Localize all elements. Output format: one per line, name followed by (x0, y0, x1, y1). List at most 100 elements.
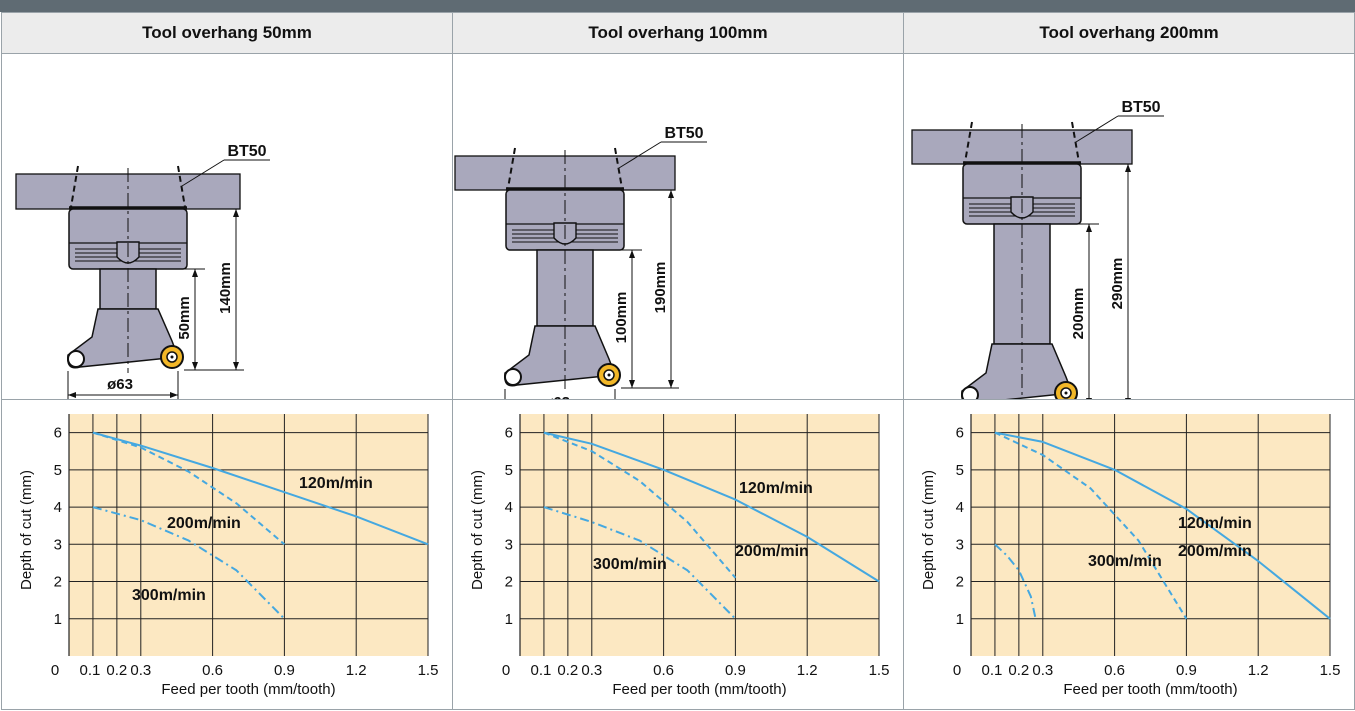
y-tick-label: 4 (956, 499, 964, 516)
holder-label: BT50 (227, 143, 266, 160)
x-tick-label: 0.9 (274, 662, 295, 679)
x-tick-label: 0.3 (130, 662, 151, 679)
x-tick-label: 1.2 (346, 662, 367, 679)
chart-cell-100: 0 0.1 0.2 0.3 0.6 0.9 1.2 1.5 1 2 3 4 5 6 Feed per too… (452, 399, 904, 710)
y-tick-label: 6 (505, 425, 513, 442)
series-label: 120m/min (1178, 515, 1252, 532)
taper-line-left (963, 121, 973, 169)
taper-line-right (614, 147, 624, 195)
insert-back-icon (504, 368, 522, 386)
holder-callout-leader (1075, 115, 1119, 143)
x-tick-label: 1.5 (1320, 662, 1341, 679)
tool-diagram-100: ø63 100mm 190mm BT50 (454, 125, 707, 399)
x-axis-title: Feed per tooth (mm/tooth) (612, 681, 786, 698)
x-tick-label: 0.2 (1008, 662, 1029, 679)
y-tick-label: 6 (956, 425, 964, 442)
series-line-120m-per-min (543, 431, 880, 583)
holder-callout-leader (181, 159, 225, 187)
diagram-cell-100: ø63 100mm 190mm BT50 (452, 53, 904, 400)
holder-label: BT50 (1121, 99, 1160, 116)
x-tick-label: 1.2 (797, 662, 818, 679)
tool-diagram-200: ø63200mm290mmBT50 (911, 99, 1164, 399)
overhang-table: Tool overhang 50mm Tool overhang 100mm T… (1, 12, 1355, 710)
plot-area (971, 414, 1330, 656)
y-tick-label: 2 (505, 574, 513, 591)
diagram-cell-50: ø63 50mm 140mm BT50 (1, 53, 453, 400)
chart-overhang-100: 0 0.1 0.2 0.3 0.6 0.9 1.2 1.5 1 2 3 4 5 6 Feed per too… (469, 414, 890, 698)
y-tick-label: 5 (505, 462, 513, 479)
y-tick-label: 3 (54, 536, 62, 553)
insert-back-icon (961, 386, 979, 399)
y-tick-label: 4 (54, 499, 62, 516)
chart-cell-50: 0 0.1 0.2 0.3 0.6 0.9 1.2 1.5 1 2 3 4 5 6 Feed per too… (1, 399, 453, 710)
insert-screw-center (607, 373, 611, 377)
y-tick-label: 3 (505, 536, 513, 553)
insert-screw-center (1064, 391, 1068, 395)
y-tick-label: 4 (505, 499, 513, 516)
chart-cell-200: 0 0.1 0.2 0.3 0.6 0.9 1.2 1.5 1 2 3 4 5 6 Feed per too… (903, 399, 1355, 710)
x-tick-label: 0.3 (581, 662, 602, 679)
x-tick-label: 1.2 (1248, 662, 1269, 679)
holder-callout-leader (618, 141, 662, 169)
overhang-label: 100mm (613, 292, 630, 344)
x-tick-label: 0.9 (725, 662, 746, 679)
insert-back-icon (67, 350, 85, 368)
tool-diagram-50: ø63 50mm 140mm BT50 (15, 143, 270, 399)
y-tick-label: 2 (956, 574, 964, 591)
top-bar (0, 0, 1355, 12)
overhang-label: 200mm (1070, 288, 1087, 340)
taper-line-left (69, 165, 79, 214)
taper-line-right (1071, 121, 1081, 169)
x-axis-title: Feed per tooth (mm/tooth) (1063, 681, 1237, 698)
x-tick-label: 0 (51, 662, 59, 679)
y-tick-label: 5 (956, 462, 964, 479)
series-line-120m-per-min (994, 431, 1331, 620)
y-tick-label: 1 (505, 611, 513, 628)
x-tick-label: 0.2 (106, 662, 127, 679)
series-line-200m-per-min (543, 431, 737, 579)
x-tick-label: 1.5 (869, 662, 890, 679)
y-axis-title: Depth of cut (mm) (920, 470, 937, 590)
taper-line-right (177, 165, 187, 214)
total-length-label: 140mm (217, 262, 234, 314)
holder-label: BT50 (664, 125, 703, 142)
x-tick-label: 0.6 (653, 662, 674, 679)
series-line-300m-per-min (92, 506, 286, 620)
diameter-label: ø63 (107, 376, 133, 393)
diagram-row: ø63 50mm 140mm BT50 ø63 100mm 190mm BT50 ø63 20… (1, 53, 1355, 400)
header-overhang-50: Tool overhang 50mm (1, 12, 453, 54)
series-label: 200m/min (167, 515, 241, 532)
y-tick-label: 1 (54, 611, 62, 628)
series-label: 300m/min (593, 556, 667, 573)
y-tick-label: 6 (54, 425, 62, 442)
diameter-label: ø63 (544, 394, 570, 399)
x-tick-label: 0.1 (80, 662, 101, 679)
series-label: 300m/min (1088, 553, 1162, 570)
taper-line-left (506, 147, 516, 195)
plot-area (520, 414, 879, 656)
y-tick-label: 3 (956, 536, 964, 553)
x-tick-label: 0.1 (982, 662, 1003, 679)
y-tick-label: 2 (54, 574, 62, 591)
plot-area (69, 414, 428, 656)
x-tick-label: 0.9 (1176, 662, 1197, 679)
series-label: 120m/min (739, 480, 813, 497)
series-line-300m-per-min (543, 506, 737, 620)
diagram-cell-200: ø63200mm290mmBT50 (903, 53, 1355, 400)
series-line-120m-per-min (92, 431, 429, 546)
x-tick-label: 0.3 (1032, 662, 1053, 679)
insert-screw-center (170, 355, 174, 359)
y-tick-label: 1 (956, 611, 964, 628)
chart-overhang-50: 0 0.1 0.2 0.3 0.6 0.9 1.2 1.5 1 2 3 4 5 6 Feed per too… (18, 414, 438, 698)
header-overhang-100: Tool overhang 100mm (452, 12, 904, 54)
y-tick-label: 5 (54, 462, 62, 479)
x-axis-title: Feed per tooth (mm/tooth) (161, 681, 335, 698)
series-label: 300m/min (132, 587, 206, 604)
x-tick-label: 0.6 (202, 662, 223, 679)
series-label: 120m/min (299, 475, 373, 492)
x-tick-label: 0.1 (531, 662, 552, 679)
chart-overhang-200: 0 0.1 0.2 0.3 0.6 0.9 1.2 1.5 1 2 3 4 5 6 Feed per too… (920, 414, 1341, 698)
chart-row: 0 0.1 0.2 0.3 0.6 0.9 1.2 1.5 1 2 3 4 5 6 Feed per too… (1, 399, 1355, 710)
x-tick-label: 0 (502, 662, 510, 679)
x-tick-label: 0.2 (557, 662, 578, 679)
